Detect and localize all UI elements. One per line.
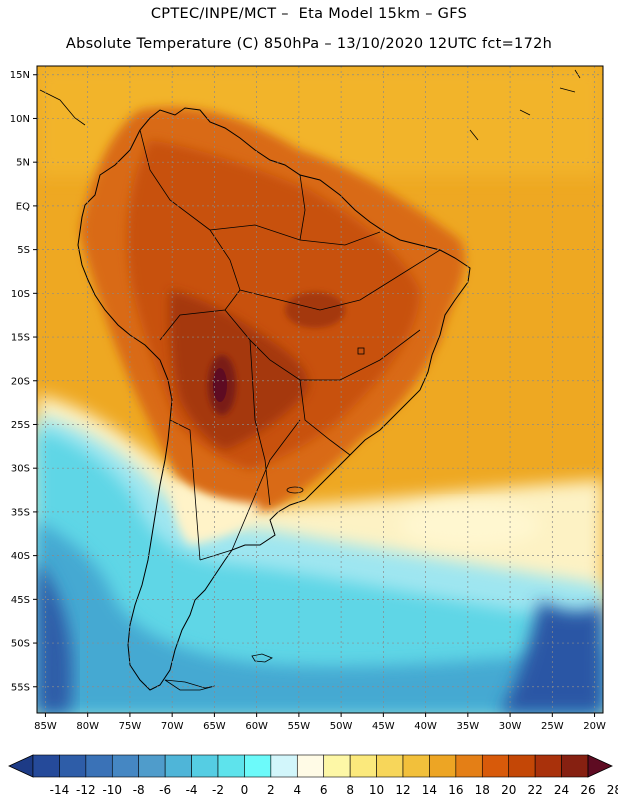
colorbar-label: 16	[448, 783, 463, 797]
colorbar-swatch	[296, 754, 325, 778]
colorbar-label: -2	[212, 783, 224, 797]
colorbar-label: 2	[267, 783, 275, 797]
land-very-hot-field	[169, 290, 309, 450]
lon-tick-label: 85W	[34, 721, 57, 732]
map-frame	[36, 65, 604, 714]
lat-tick-label: 20S	[11, 376, 30, 387]
colorbar-label: 28	[607, 783, 618, 797]
lat-tick-label: 15N	[10, 70, 30, 81]
lon-tick-label: 60W	[245, 721, 268, 732]
colorbar-swatch	[32, 754, 60, 778]
colorbar-swatch	[138, 754, 166, 778]
colorbar-label: 14	[422, 783, 437, 797]
colorbar-swatch	[455, 754, 483, 778]
colorbar-swatch	[85, 754, 113, 778]
colorbar-label: 26	[580, 783, 595, 797]
lat-tick-label: 40S	[11, 551, 30, 562]
lake-marker	[357, 347, 365, 355]
colorbar-swatch	[349, 754, 377, 778]
colorbar-swatch	[481, 754, 510, 778]
colorbar-swatch	[111, 754, 140, 778]
colorbar-label: -14	[50, 783, 70, 797]
cold-band-deep-blue	[37, 560, 73, 713]
caribbean-islands	[39, 69, 581, 141]
lon-tick-label: 50W	[330, 721, 353, 732]
country-borders	[139, 129, 441, 561]
colorbar-label: 0	[241, 783, 249, 797]
colorbar-label: 8	[346, 783, 354, 797]
hot-core-max	[213, 368, 227, 402]
cold-band-blue	[37, 520, 603, 713]
colorbar-swatch	[164, 754, 192, 778]
colorbar-label: -6	[159, 783, 171, 797]
lon-tick-label: 40W	[414, 721, 437, 732]
cold-band-deep-blue-se	[500, 600, 603, 713]
colorbar-label: 18	[475, 783, 490, 797]
longitude-axis: 85W 80W 75W 70W 65W 60W 55W 50W 45W 40W 35W 30W 25W 2…	[34, 713, 606, 732]
colorbar-swatch	[191, 754, 219, 778]
colorbar-label: 24	[554, 783, 569, 797]
colorbar-max-arrow	[587, 754, 613, 778]
colorbar-label: 4	[293, 783, 301, 797]
colorbar-swatch	[270, 754, 298, 778]
colorbar-label: -8	[133, 783, 145, 797]
lon-tick-label: 80W	[76, 721, 99, 732]
lat-tick-label: 30S	[11, 464, 30, 475]
lon-tick-label: 25W	[541, 721, 564, 732]
lat-tick-label: 5S	[17, 245, 30, 256]
title-line-2: Absolute Temperature (C) 850hPa – 13/10/…	[65, 36, 553, 52]
lon-tick-label: 75W	[119, 721, 142, 732]
colorbar-swatch	[534, 754, 562, 778]
tierra-del-fuego	[164, 679, 216, 691]
lon-tick-label: 65W	[203, 721, 226, 732]
latitude-axis: 15N 10N 5N EQ 5S 10S 15S 20S 25S 30S 35S 40S 45S 50S 5…	[10, 70, 37, 693]
colorbar-label: 6	[320, 783, 328, 797]
lat-tick-label: 15S	[11, 333, 30, 344]
colorbar: -14 -12 -10 -8 -6 -4 -2 0 2 4 6 8 10 12 14 16 18 20 22 24 26…	[8, 754, 618, 797]
colorbar-label: 20	[501, 783, 516, 797]
colorbar-label: 12	[395, 783, 410, 797]
falkland-islands	[251, 653, 273, 663]
lon-tick-label: 20W	[583, 721, 606, 732]
lat-tick-label: 10S	[11, 289, 30, 300]
hot-core-brazil	[285, 292, 345, 328]
lat-tick-label: 5N	[16, 158, 30, 169]
colorbar-swatch	[59, 754, 87, 778]
colorbar-swatch	[508, 754, 536, 778]
lat-tick-label: 35S	[11, 507, 30, 518]
colorbar-label: 10	[369, 783, 384, 797]
colorbar-swatch	[244, 754, 272, 778]
colorbar-swatch	[217, 754, 245, 778]
colorbar-label: -10	[102, 783, 122, 797]
lon-tick-label: 35W	[457, 721, 480, 732]
colorbar-label: -4	[186, 783, 198, 797]
coastline-south-america	[77, 107, 471, 691]
colorbar-swatch	[561, 754, 589, 778]
colorbar-swatch	[402, 754, 430, 778]
colorbar-label: -12	[76, 783, 96, 797]
lat-tick-label: 25S	[11, 420, 30, 431]
colorbar-swatch	[323, 754, 351, 778]
colorbar-swatch	[429, 754, 457, 778]
lat-tick-label: 50S	[11, 639, 30, 650]
lat-tick-label: 10N	[10, 114, 30, 125]
colorbar-swatch	[376, 754, 404, 778]
lon-tick-label: 55W	[288, 721, 311, 732]
lat-tick-label: 45S	[11, 595, 30, 606]
cold-band-cyan	[37, 430, 603, 713]
lon-tick-label: 30W	[499, 721, 522, 732]
temperature-field	[37, 66, 603, 713]
lon-tick-label: 70W	[161, 721, 184, 732]
colorbar-label: 22	[528, 783, 543, 797]
title-line-1: CPTEC/INPE/MCT – Eta Model 15km – GFS	[150, 6, 468, 22]
lat-lon-grid	[37, 66, 603, 713]
lake-marker-2	[286, 486, 304, 494]
lat-tick-label: 55S	[11, 682, 30, 693]
colorbar-min-arrow	[8, 754, 34, 778]
lat-tick-label: EQ	[16, 201, 30, 212]
lon-tick-label: 45W	[372, 721, 395, 732]
warm-patch-east	[400, 503, 540, 547]
